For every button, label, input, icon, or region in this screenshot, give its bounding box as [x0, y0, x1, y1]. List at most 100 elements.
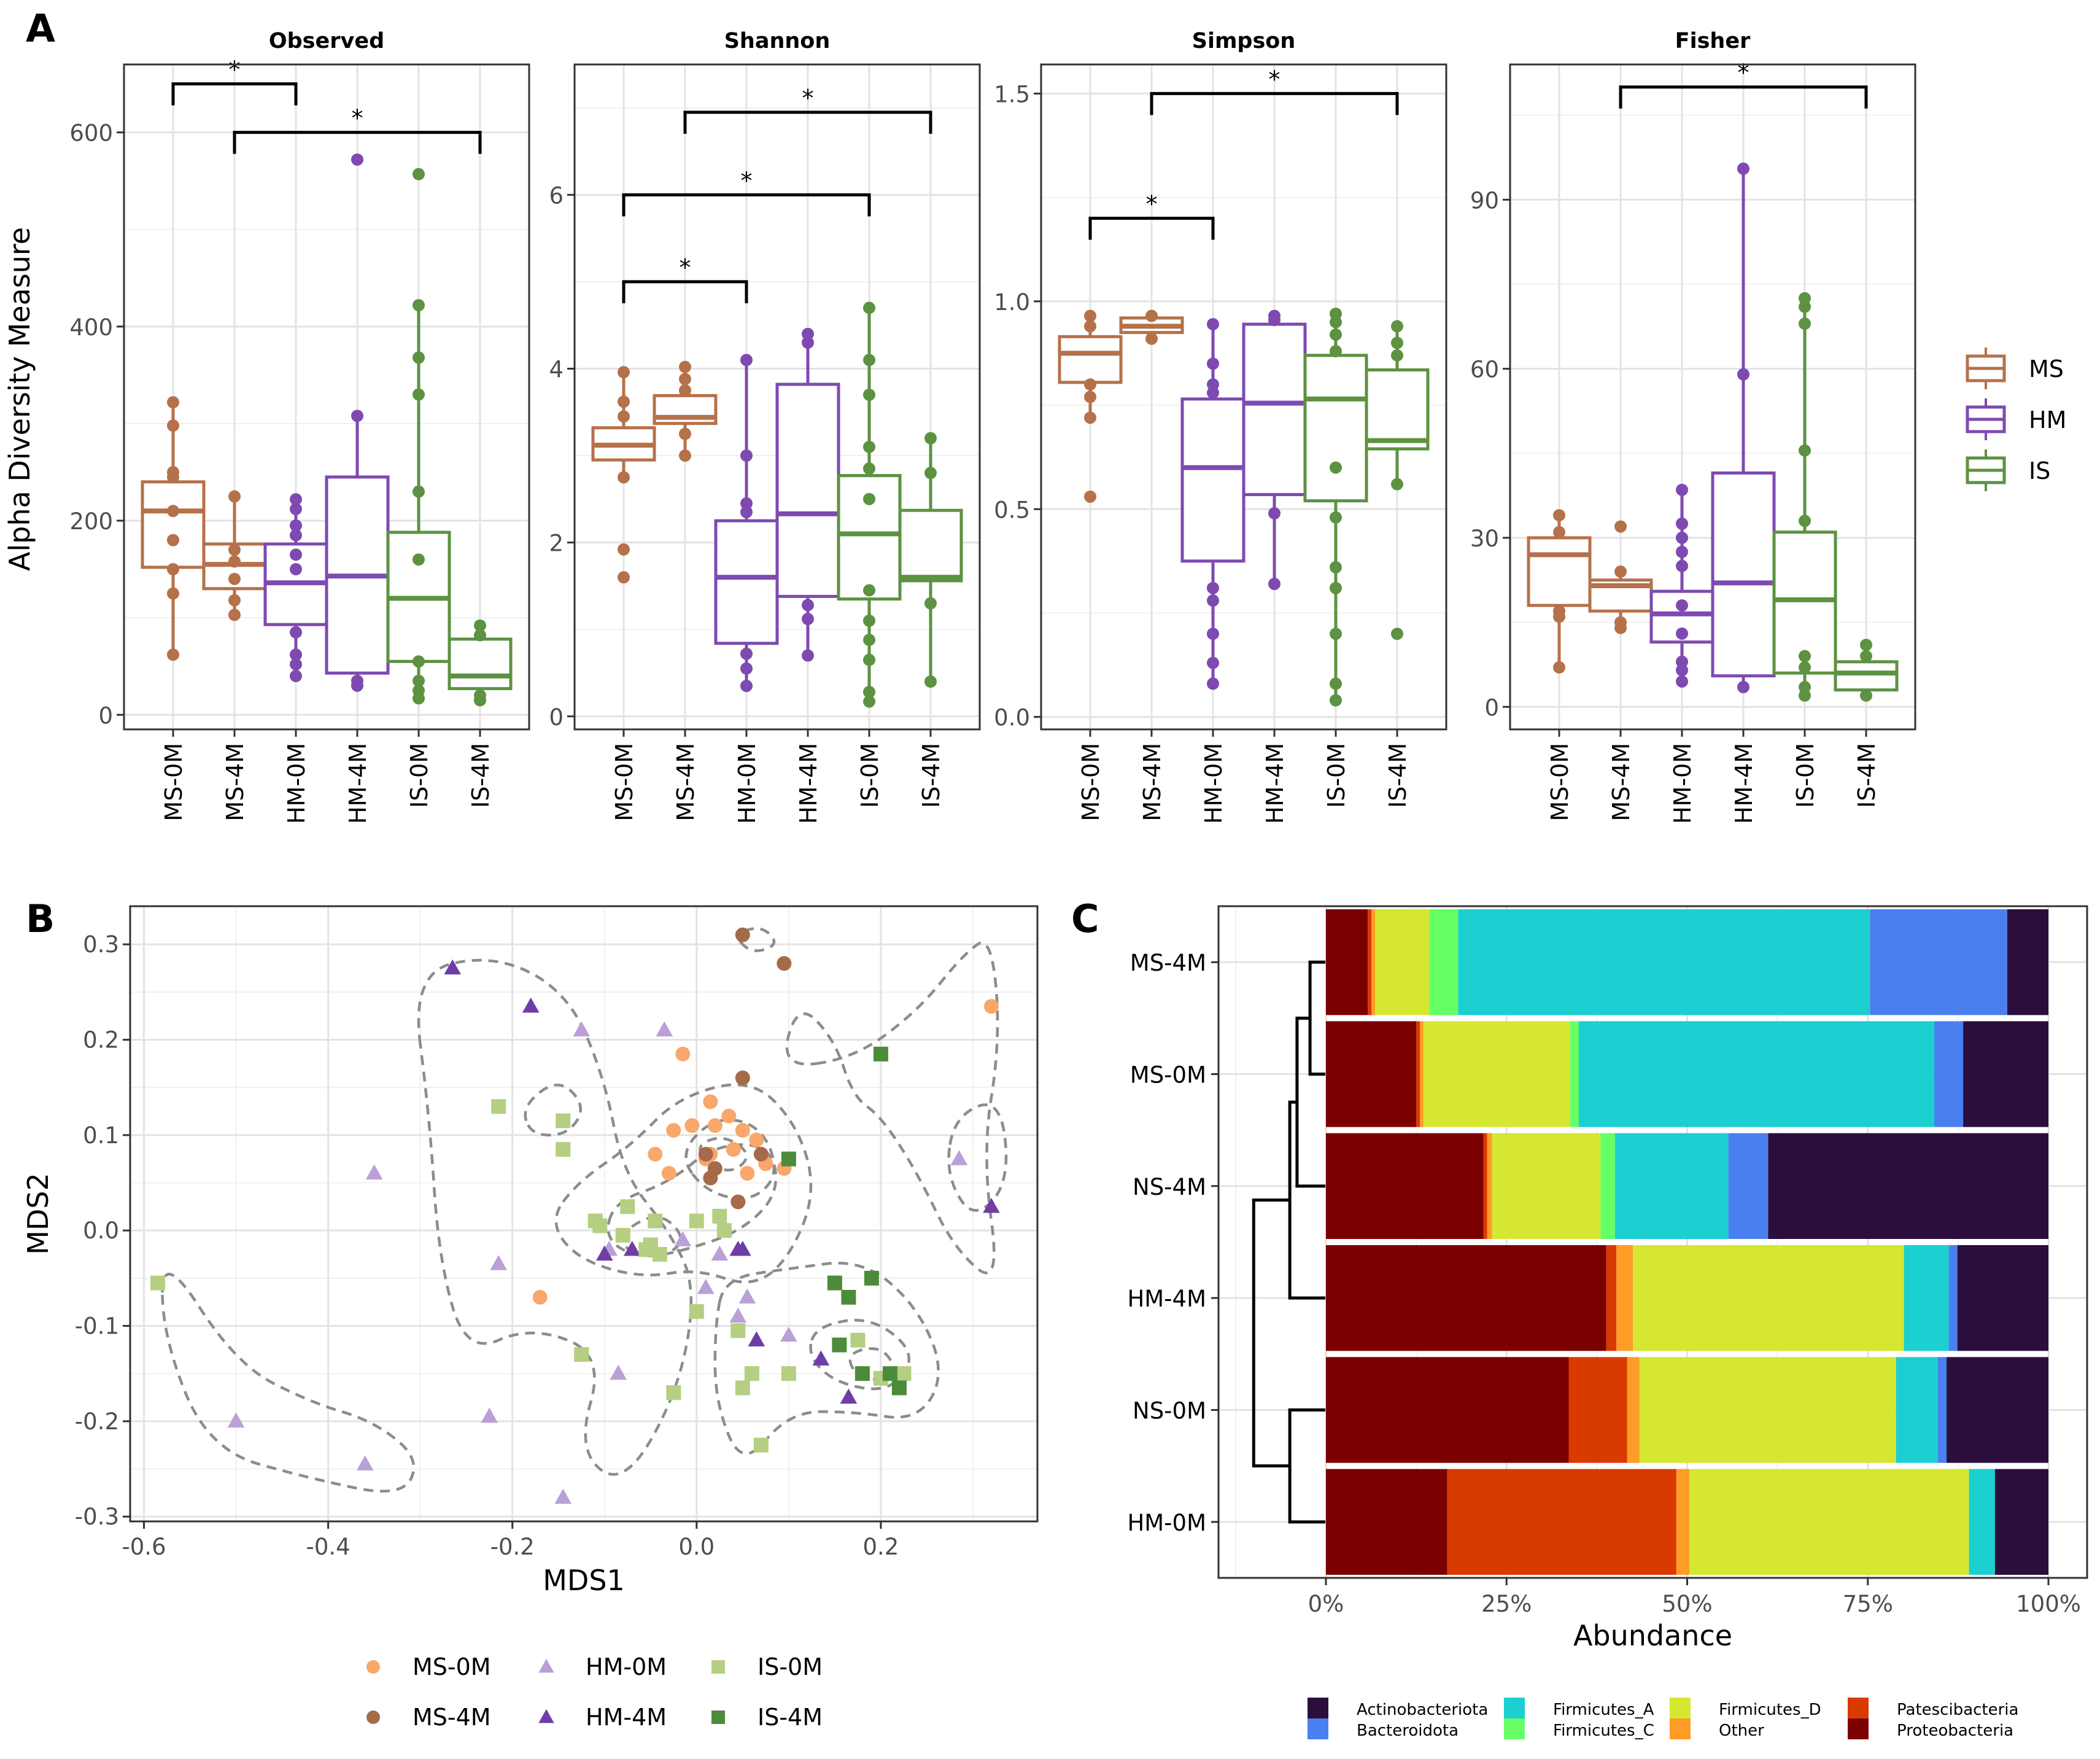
series-is-0m	[150, 1099, 912, 1453]
point-triangle	[729, 1307, 747, 1323]
legend-swatch	[1848, 1718, 1869, 1739]
x-tick-label: -0.6	[122, 1534, 166, 1560]
data-point	[1676, 545, 1688, 558]
x-tick-label: 0.0	[678, 1534, 715, 1560]
panel-label-c: C	[1071, 896, 1099, 941]
data-point	[167, 466, 179, 479]
point-triangle	[840, 1388, 858, 1404]
x-tick-label: HM-4M	[795, 743, 822, 824]
point-circle	[707, 1118, 723, 1133]
y-tick-label: 4	[549, 356, 564, 382]
point-square	[832, 1337, 847, 1353]
data-point	[1207, 357, 1219, 370]
data-point	[1330, 461, 1342, 474]
data-point	[167, 419, 179, 432]
data-point	[290, 548, 302, 561]
legend-label: Bacteroidota	[1357, 1722, 1459, 1740]
data-point	[618, 410, 630, 423]
box-iqr	[1711, 471, 1776, 678]
y-tick-label: MS-0M	[1130, 1062, 1206, 1089]
data-point	[351, 153, 363, 166]
series-ms-0m	[532, 999, 999, 1305]
x-tick-label: HM-4M	[1730, 743, 1757, 824]
box-is-4m	[898, 432, 963, 688]
data-point	[1330, 581, 1342, 594]
point-circle	[735, 927, 750, 942]
legend-item-bacteroidota: Bacteroidota	[1308, 1718, 1459, 1740]
point-square	[689, 1304, 704, 1319]
point-circle	[366, 1710, 380, 1724]
bar-segment-firmicutes_a	[1896, 1357, 1938, 1463]
x-tick-label: MS-0M	[160, 743, 187, 821]
significance-bracket: *	[622, 254, 748, 303]
data-point	[413, 168, 425, 181]
bracket-label: *	[802, 85, 814, 112]
data-point	[1391, 627, 1403, 640]
point-square	[753, 1437, 769, 1453]
y-tick-label: HM-0M	[1127, 1510, 1206, 1536]
bar-segment-other	[1616, 1245, 1633, 1351]
data-point	[863, 686, 875, 699]
data-point	[413, 299, 425, 312]
contour-line	[947, 1103, 1008, 1212]
data-point	[1084, 309, 1096, 322]
y-tick-label: 2	[549, 530, 564, 557]
bar-row-ns-4m	[1326, 1133, 2048, 1239]
point-square	[850, 1332, 866, 1348]
legend-swatch	[1308, 1718, 1328, 1739]
point-square	[711, 1710, 725, 1724]
y-tick-label: 0.0	[994, 705, 1030, 731]
point-square	[712, 1208, 727, 1224]
data-point	[1676, 664, 1688, 677]
legend-label: Firmicutes_D	[1719, 1701, 1821, 1719]
y-tick-label: HM-4M	[1127, 1286, 1206, 1312]
bar-row-ns-0m	[1326, 1357, 2048, 1463]
data-point	[228, 555, 241, 568]
data-point	[1676, 655, 1688, 668]
x-tick-label: MS-0M	[1077, 743, 1104, 821]
data-point	[863, 492, 875, 505]
box-ms-4m	[202, 490, 267, 621]
data-point	[413, 351, 425, 364]
point-circle	[661, 1165, 676, 1181]
legend-swatch	[1670, 1698, 1691, 1718]
data-point	[1207, 378, 1219, 391]
box-iqr	[1303, 354, 1368, 503]
data-point	[1676, 675, 1688, 688]
data-point	[1330, 328, 1342, 341]
panel-b-mds-scatter: -0.6 -0.4 -0.2 0.0 0.2 -0.3 -0.2 -0.1 0.0 0.1 0.2 0…	[21, 905, 1039, 1731]
legend-swatch	[1504, 1698, 1525, 1718]
bar-segment-actinobacteriota	[1947, 1357, 2048, 1463]
significance-bracket: *	[1088, 190, 1215, 240]
plot-frame	[123, 63, 530, 731]
legend-samples: MS-0M MS-4M HM-0M HM-4M IS-0M IS-4M	[366, 1653, 823, 1731]
bracket-line	[1088, 216, 1215, 240]
data-point	[167, 587, 179, 600]
data-point	[802, 613, 814, 626]
data-point	[1391, 349, 1403, 362]
data-point	[167, 563, 179, 576]
data-point	[1391, 478, 1403, 491]
series-ms-4m	[698, 927, 792, 1210]
box-hm-0m	[714, 354, 779, 693]
point-square	[781, 1366, 796, 1381]
data-point	[1207, 627, 1219, 640]
point-triangle	[610, 1364, 627, 1380]
bar-segment-firmicutes_a	[1458, 909, 1870, 1015]
data-point	[740, 354, 753, 367]
data-point	[618, 395, 630, 408]
data-point	[1207, 581, 1219, 594]
point-triangle	[748, 1331, 765, 1347]
data-point	[228, 543, 241, 556]
point-square	[891, 1380, 907, 1396]
legend-item-hm: HM	[1966, 398, 2066, 440]
data-point	[413, 674, 425, 687]
box-ms-0m	[141, 396, 206, 661]
legend-item-firmicutes_d: Firmicutes_D	[1670, 1698, 1821, 1719]
data-point	[863, 388, 875, 401]
y-axis-title: Alpha Diversity Measure	[3, 227, 36, 571]
facet-title: Simpson	[1192, 29, 1296, 53]
data-point	[1676, 599, 1688, 612]
y-tick-label: NS-4M	[1133, 1174, 1206, 1200]
point-square	[666, 1385, 681, 1400]
